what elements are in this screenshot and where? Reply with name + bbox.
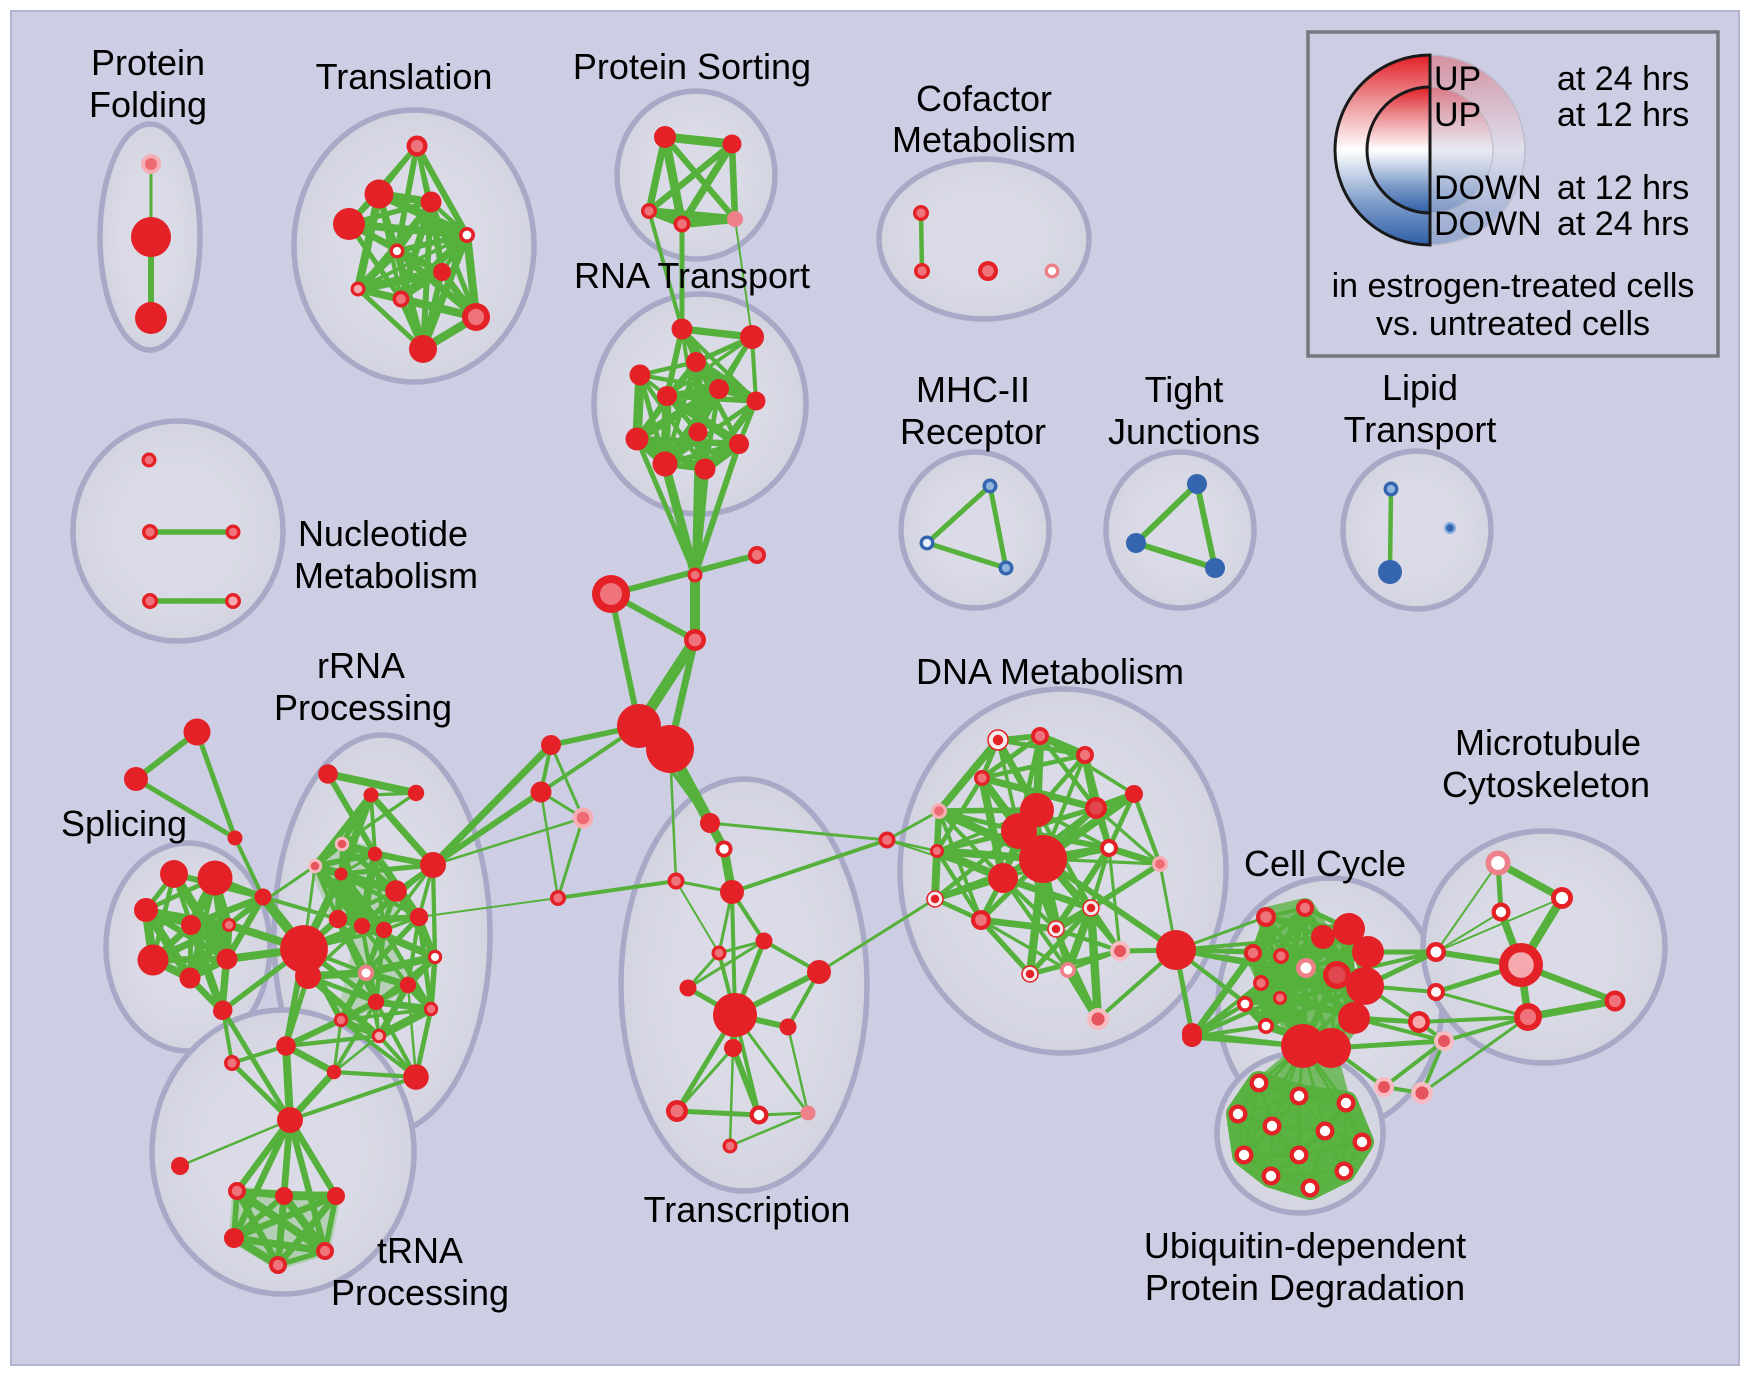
svg-text:Cell Cycle: Cell Cycle [1244,843,1406,884]
svg-text:UP: UP [1434,96,1481,134]
svg-text:UP: UP [1434,60,1481,98]
svg-text:Junctions: Junctions [1108,411,1260,452]
svg-text:DOWN: DOWN [1434,205,1542,243]
svg-text:Splicing: Splicing [61,803,187,844]
svg-text:Lipid: Lipid [1382,367,1458,408]
svg-text:Protein Sorting: Protein Sorting [573,46,811,87]
svg-text:Processing: Processing [331,1272,509,1313]
svg-text:RNA Transport: RNA Transport [574,255,810,296]
svg-text:MHC-II: MHC-II [916,369,1030,410]
svg-text:Processing: Processing [274,687,452,728]
svg-text:DOWN: DOWN [1434,169,1542,207]
svg-text:Cytoskeleton: Cytoskeleton [1442,764,1650,805]
svg-text:Transport: Transport [1344,409,1497,450]
svg-text:tRNA: tRNA [377,1230,463,1271]
svg-text:in estrogen-treated cells: in estrogen-treated cells [1332,267,1695,305]
svg-text:Folding: Folding [89,84,207,125]
svg-text:Microtubule: Microtubule [1455,722,1641,763]
svg-text:Translation: Translation [316,56,493,97]
svg-text:Receptor: Receptor [900,411,1046,452]
svg-text:Transcription: Transcription [644,1189,851,1230]
svg-text:Tight: Tight [1145,369,1224,410]
svg-text:at 12 hrs: at 12 hrs [1557,96,1689,134]
svg-text:DNA Metabolism: DNA Metabolism [916,651,1184,692]
svg-text:Protein Degradation: Protein Degradation [1145,1267,1465,1308]
svg-text:at 24 hrs: at 24 hrs [1557,205,1689,243]
svg-text:rRNA: rRNA [317,645,405,686]
svg-text:Cofactor: Cofactor [916,78,1052,119]
svg-text:at 24 hrs: at 24 hrs [1557,60,1689,98]
svg-text:at 12 hrs: at 12 hrs [1557,169,1689,207]
svg-text:Metabolism: Metabolism [892,119,1076,160]
svg-text:Nucleotide: Nucleotide [298,513,468,554]
svg-text:Protein: Protein [91,42,205,83]
svg-text:Ubiquitin-dependent: Ubiquitin-dependent [1144,1225,1466,1266]
svg-text:vs. untreated cells: vs. untreated cells [1376,305,1650,343]
svg-text:Metabolism: Metabolism [294,555,478,596]
